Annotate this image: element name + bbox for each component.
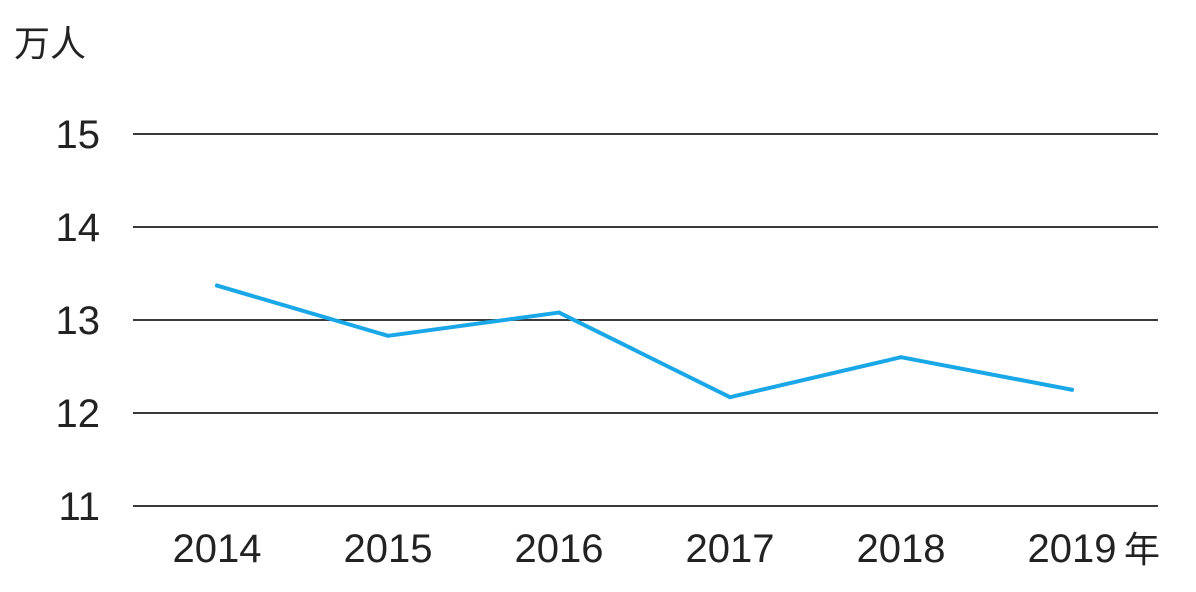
y-tick-label: 12 (56, 392, 101, 436)
data-point-2016 (557, 310, 561, 315)
y-tick-label: 11 (58, 485, 100, 529)
y-tick-label: 14 (56, 206, 101, 250)
series-line (215, 283, 1074, 400)
x-axis-ticks: 2014 2015 2016 2017 2018 2019 (173, 527, 1117, 571)
y-tick-label: 13 (56, 299, 101, 343)
data-point-2015 (386, 333, 390, 338)
y-tick-label: 15 (56, 113, 101, 157)
x-tick-label: 2018 (857, 527, 946, 571)
x-axis-unit-label: 年 (1124, 530, 1160, 571)
series-layer (215, 283, 1074, 400)
y-axis-ticks: 11 12 13 14 15 (56, 113, 101, 529)
x-tick-label: 2015 (344, 527, 433, 571)
x-tick-label: 2017 (686, 527, 775, 571)
x-tick-label: 2014 (173, 527, 262, 571)
data-point-2019 (1070, 387, 1074, 392)
data-point-2018 (899, 355, 903, 360)
x-tick-label: 2016 (515, 527, 604, 571)
data-point-2014 (215, 283, 219, 288)
y-axis-unit-label: 万人 (14, 24, 86, 65)
gridlines (133, 133, 1158, 507)
x-tick-label: 2019 (1028, 527, 1117, 571)
data-point-2017 (728, 395, 732, 400)
